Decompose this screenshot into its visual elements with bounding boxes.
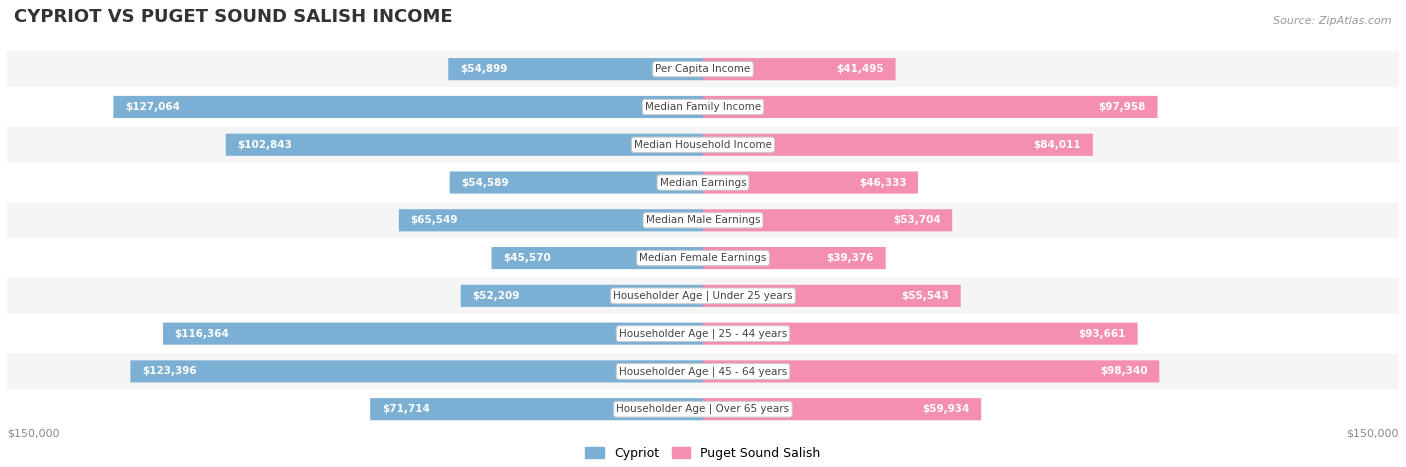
Text: $127,064: $127,064 (125, 102, 180, 112)
Text: Median Family Income: Median Family Income (645, 102, 761, 112)
Text: Per Capita Income: Per Capita Income (655, 64, 751, 74)
FancyBboxPatch shape (7, 240, 1399, 276)
Text: $46,333: $46,333 (859, 177, 907, 188)
Text: Median Household Income: Median Household Income (634, 140, 772, 150)
Text: Median Male Earnings: Median Male Earnings (645, 215, 761, 225)
Text: Householder Age | Under 25 years: Householder Age | Under 25 years (613, 290, 793, 301)
FancyBboxPatch shape (7, 127, 1399, 163)
Text: $84,011: $84,011 (1033, 140, 1081, 150)
FancyBboxPatch shape (703, 171, 918, 194)
FancyBboxPatch shape (7, 89, 1399, 125)
Text: $97,958: $97,958 (1098, 102, 1146, 112)
FancyBboxPatch shape (131, 361, 703, 382)
Text: $93,661: $93,661 (1078, 329, 1126, 339)
FancyBboxPatch shape (703, 361, 1160, 382)
Text: $53,704: $53,704 (893, 215, 941, 225)
FancyBboxPatch shape (703, 323, 1137, 345)
FancyBboxPatch shape (7, 164, 1399, 200)
Text: CYPRIOT VS PUGET SOUND SALISH INCOME: CYPRIOT VS PUGET SOUND SALISH INCOME (14, 8, 453, 26)
FancyBboxPatch shape (703, 96, 1157, 118)
Text: $71,714: $71,714 (382, 404, 430, 414)
FancyBboxPatch shape (370, 398, 703, 420)
Text: $41,495: $41,495 (837, 64, 884, 74)
FancyBboxPatch shape (7, 391, 1399, 427)
FancyBboxPatch shape (450, 171, 703, 194)
Text: $59,934: $59,934 (922, 404, 970, 414)
FancyBboxPatch shape (7, 202, 1399, 238)
Text: Source: ZipAtlas.com: Source: ZipAtlas.com (1274, 16, 1392, 26)
Text: $123,396: $123,396 (142, 367, 197, 376)
Text: $52,209: $52,209 (472, 291, 520, 301)
FancyBboxPatch shape (7, 316, 1399, 352)
Text: Median Female Earnings: Median Female Earnings (640, 253, 766, 263)
FancyBboxPatch shape (703, 285, 960, 307)
Text: $54,589: $54,589 (461, 177, 509, 188)
FancyBboxPatch shape (703, 58, 896, 80)
FancyBboxPatch shape (7, 354, 1399, 389)
Text: $150,000: $150,000 (1347, 429, 1399, 439)
FancyBboxPatch shape (7, 51, 1399, 87)
FancyBboxPatch shape (449, 58, 703, 80)
Text: $150,000: $150,000 (7, 429, 59, 439)
Text: $116,364: $116,364 (174, 329, 229, 339)
Text: $39,376: $39,376 (827, 253, 875, 263)
FancyBboxPatch shape (163, 323, 703, 345)
FancyBboxPatch shape (703, 398, 981, 420)
FancyBboxPatch shape (7, 278, 1399, 314)
FancyBboxPatch shape (703, 209, 952, 231)
FancyBboxPatch shape (703, 134, 1092, 156)
FancyBboxPatch shape (492, 247, 703, 269)
Text: Median Earnings: Median Earnings (659, 177, 747, 188)
FancyBboxPatch shape (399, 209, 703, 231)
Text: Householder Age | Over 65 years: Householder Age | Over 65 years (616, 404, 790, 414)
Text: $102,843: $102,843 (238, 140, 292, 150)
Text: $65,549: $65,549 (411, 215, 458, 225)
Legend: Cypriot, Puget Sound Salish: Cypriot, Puget Sound Salish (581, 442, 825, 465)
Text: Householder Age | 45 - 64 years: Householder Age | 45 - 64 years (619, 366, 787, 377)
Text: $45,570: $45,570 (503, 253, 551, 263)
FancyBboxPatch shape (114, 96, 703, 118)
FancyBboxPatch shape (226, 134, 703, 156)
Text: $98,340: $98,340 (1101, 367, 1147, 376)
FancyBboxPatch shape (461, 285, 703, 307)
Text: Householder Age | 25 - 44 years: Householder Age | 25 - 44 years (619, 328, 787, 339)
Text: $55,543: $55,543 (901, 291, 949, 301)
Text: $54,899: $54,899 (460, 64, 508, 74)
FancyBboxPatch shape (703, 247, 886, 269)
